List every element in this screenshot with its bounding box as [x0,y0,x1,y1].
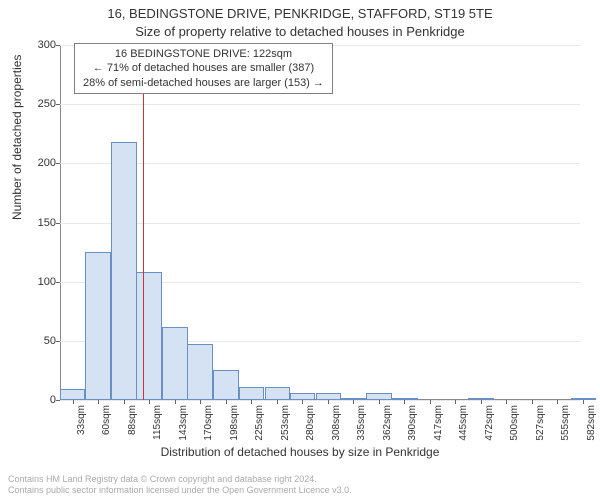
xtick-label: 500sqm [509,405,520,441]
xtick-label: 115sqm [152,405,163,440]
y-axis-label: Number of detached properties [10,55,24,220]
histogram-bar [316,393,341,400]
grid-line [60,104,580,105]
xtick-label: 555sqm [560,405,571,441]
footer-line-2: Contains public sector information licen… [8,485,352,496]
xtick-mark [328,400,329,404]
ytick-label: 150 [30,217,56,229]
xtick-mark [251,400,252,404]
info-line-2: ← 71% of detached houses are smaller (38… [83,61,324,75]
grid-line [60,223,580,224]
ytick-mark [56,163,60,164]
ytick-mark [56,104,60,105]
xtick-mark [175,400,176,404]
xtick-label: 472sqm [484,405,495,441]
footer-line-1: Contains HM Land Registry data © Crown c… [8,474,352,485]
ytick-label: 50 [30,335,56,347]
info-box: 16 BEDINGSTONE DRIVE: 122sqm ← 71% of de… [74,43,333,94]
xtick-label: 417sqm [433,405,444,441]
xtick-mark [430,400,431,404]
xtick-label: 170sqm [203,405,214,441]
histogram-bar [111,142,136,400]
xtick-mark [73,400,74,404]
info-line-3: 28% of semi-detached houses are larger (… [83,76,324,90]
histogram-bar [187,344,212,400]
ytick-mark [56,341,60,342]
xtick-mark [353,400,354,404]
ytick-label: 300 [30,39,56,51]
xtick-label: 88sqm [127,405,138,435]
title-line-1: 16, BEDINGSTONE DRIVE, PENKRIDGE, STAFFO… [0,6,600,21]
ytick-mark [56,282,60,283]
xtick-mark [98,400,99,404]
histogram-bar [136,272,161,400]
xtick-label: 280sqm [305,405,316,441]
grid-line [60,400,580,401]
ytick-mark [56,45,60,46]
xtick-mark [277,400,278,404]
footer-attribution: Contains HM Land Registry data © Crown c… [8,474,352,496]
chart-area: 050100150200250300 33sqm60sqm88sqm115sqm… [60,45,580,400]
xtick-mark [506,400,507,404]
x-axis-label: Distribution of detached houses by size … [0,445,600,459]
ytick-label: 200 [30,157,56,169]
xtick-label: 335sqm [356,405,367,441]
histogram-bar [239,387,264,400]
xtick-mark [404,400,405,404]
xtick-mark [200,400,201,404]
xtick-mark [226,400,227,404]
xtick-mark [532,400,533,404]
xtick-label: 33sqm [76,405,87,435]
xtick-mark [481,400,482,404]
histogram-bar [265,387,290,400]
xtick-mark [124,400,125,404]
ytick-label: 250 [30,98,56,110]
histogram-bar [290,393,315,400]
xtick-mark [149,400,150,404]
ytick-mark [56,400,60,401]
xtick-label: 527sqm [535,405,546,441]
xtick-mark [557,400,558,404]
xtick-label: 225sqm [254,405,265,441]
xtick-mark [379,400,380,404]
chart-container: 16, BEDINGSTONE DRIVE, PENKRIDGE, STAFFO… [0,0,600,500]
histogram-bar [366,393,391,400]
ytick-mark [56,223,60,224]
xtick-label: 445sqm [458,405,469,441]
info-line-1: 16 BEDINGSTONE DRIVE: 122sqm [83,47,324,61]
xtick-mark [302,400,303,404]
ytick-label: 100 [30,276,56,288]
xtick-label: 582sqm [586,405,597,441]
xtick-mark [455,400,456,404]
histogram-bar [213,370,238,400]
xtick-label: 253sqm [280,405,291,441]
xtick-label: 198sqm [229,405,240,441]
xtick-mark [583,400,584,404]
grid-line [60,163,580,164]
plot-region: 050100150200250300 [60,45,580,400]
xtick-label: 390sqm [407,405,418,441]
histogram-bar [60,389,85,400]
ytick-label: 0 [30,394,56,406]
title-line-2: Size of property relative to detached ho… [0,24,600,39]
histogram-bar [162,327,187,400]
xtick-label: 308sqm [331,405,342,441]
histogram-bar [85,252,110,400]
xtick-label: 362sqm [382,405,393,441]
xtick-label: 60sqm [101,405,112,435]
xtick-label: 143sqm [178,405,189,441]
property-marker-line [143,45,144,400]
